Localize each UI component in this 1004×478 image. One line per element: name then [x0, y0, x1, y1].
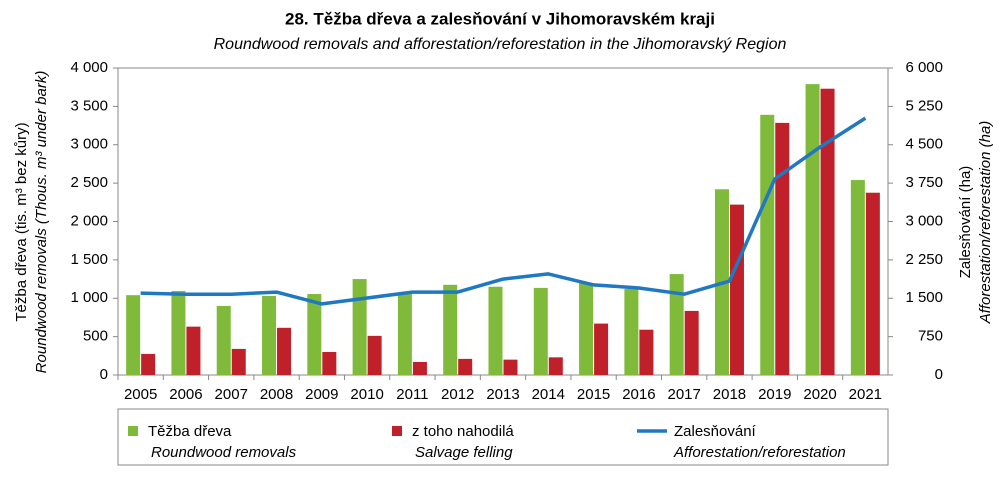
- y2-tick-label: 6 000: [905, 59, 943, 76]
- legend-swatch: [128, 426, 138, 436]
- bar: [171, 290, 186, 375]
- x-tick-label: 2009: [305, 386, 338, 403]
- y-tick-label: 500: [83, 328, 108, 345]
- bar: [458, 358, 473, 375]
- x-tick-label: 2007: [215, 386, 248, 403]
- bar: [277, 327, 292, 375]
- x-tick-label: 2008: [260, 386, 293, 403]
- bar: [367, 335, 382, 375]
- y2-axis-label: Zalesňování (ha): [957, 166, 974, 279]
- legend-label-en: Afforestation/reforestation: [673, 444, 846, 461]
- y2-tick-label: 2 250: [905, 251, 943, 268]
- x-tick-label: 2018: [713, 386, 746, 403]
- bar: [488, 286, 503, 375]
- bar: [760, 114, 775, 375]
- legend-label: z toho nahodilá: [412, 423, 514, 440]
- legend-frame: [117, 408, 889, 466]
- y2-tick-label: 5 250: [905, 97, 943, 114]
- bar: [352, 279, 367, 375]
- chart-subtitle: Roundwood removals and afforestation/ref…: [214, 36, 787, 53]
- y-tick-label: 2 500: [70, 174, 108, 191]
- bar: [820, 88, 835, 375]
- x-tick-label: 2010: [350, 386, 383, 403]
- bar: [322, 351, 337, 375]
- legend-label-en: Salvage felling: [415, 444, 513, 461]
- bar: [141, 353, 156, 375]
- bar: [548, 357, 563, 375]
- bar: [850, 180, 865, 375]
- y-axis-label-en: Roundwood removals (Thous. m³ under bark…: [33, 71, 50, 374]
- bar: [412, 361, 427, 375]
- bar: [443, 284, 458, 375]
- y-axis-label: Těžba dřeva (tis. m³ bez kůry): [13, 122, 30, 321]
- x-tick-label: 2021: [849, 386, 882, 403]
- legend-label: Zalesňování: [674, 423, 757, 440]
- bar: [805, 84, 820, 376]
- y2-tick-label: 0: [935, 366, 943, 383]
- x-tick-label: 2012: [441, 386, 474, 403]
- bar: [579, 282, 594, 375]
- x-tick-label: 2015: [577, 386, 610, 403]
- y2-axis-label-en: Afforestation/reforestation (ha): [977, 121, 994, 325]
- y-tick-label: 1 500: [70, 251, 108, 268]
- bar: [533, 287, 548, 375]
- y2-tick-label: 3 750: [905, 174, 943, 191]
- legend-label-en: Roundwood removals: [151, 444, 297, 461]
- x-tick-label: 2006: [169, 386, 202, 403]
- y-tick-label: 4 000: [70, 59, 108, 76]
- bar: [865, 192, 880, 375]
- chart-title: 28. Těžba dřeva a zalesňování v Jihomora…: [285, 9, 715, 28]
- x-tick-label: 2020: [803, 386, 836, 403]
- bar: [231, 348, 246, 375]
- y-tick-label: 2 000: [70, 212, 108, 229]
- bar: [624, 289, 639, 375]
- bar: [503, 359, 518, 375]
- bar: [307, 294, 322, 375]
- bar: [775, 122, 790, 375]
- line: [140, 116, 867, 306]
- bar: [594, 323, 609, 375]
- y2-tick-label: 750: [918, 328, 943, 345]
- y-tick-label: 0: [100, 366, 108, 383]
- bar: [639, 329, 654, 375]
- y2-tick-label: 4 500: [905, 136, 943, 153]
- x-tick-label: 2005: [124, 386, 157, 403]
- bar: [262, 295, 277, 375]
- bar: [684, 310, 699, 375]
- y-tick-label: 3 000: [70, 136, 108, 153]
- y-tick-label: 1 000: [70, 289, 108, 306]
- bar: [186, 326, 201, 375]
- bar: [729, 204, 744, 375]
- x-tick-label: 2011: [396, 386, 428, 403]
- x-tick-label: 2016: [622, 386, 655, 403]
- y-tick-label: 3 500: [70, 97, 108, 114]
- bar: [669, 274, 684, 375]
- x-tick-label: 2019: [758, 386, 791, 403]
- legend-swatch: [392, 426, 402, 436]
- y2-tick-label: 3 000: [905, 212, 943, 229]
- x-tick-label: 2017: [667, 386, 700, 403]
- y2-tick-label: 1 500: [905, 289, 943, 306]
- bar: [126, 295, 141, 375]
- x-tick-label: 2013: [486, 386, 519, 403]
- bar: [397, 292, 412, 375]
- legend-label: Těžba dřeva: [148, 423, 232, 440]
- bar: [216, 305, 231, 375]
- x-tick-label: 2014: [532, 386, 565, 403]
